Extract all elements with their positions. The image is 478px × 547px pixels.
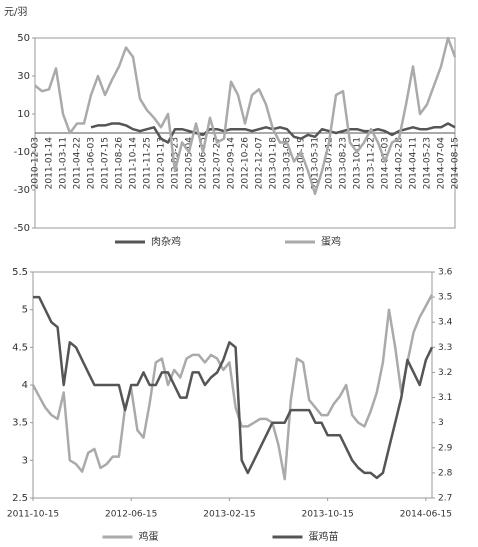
- legend-label: 蛋鸡: [321, 235, 341, 248]
- y-axis-label: 元/羽: [4, 6, 27, 18]
- series-line: [31, 294, 434, 481]
- y2-tick-label: 3.3: [438, 343, 452, 353]
- y2-tick-label: 3.6: [438, 268, 453, 278]
- x-tick-label: 2011-03-11: [59, 137, 69, 189]
- x-tick-label: 2013-08-23: [339, 137, 349, 189]
- series-line: [33, 295, 434, 480]
- x-tick-label: 2011-11-25: [143, 137, 153, 189]
- y2-tick-label: 3.1: [438, 393, 452, 403]
- y2-tick-label: 2.7: [438, 494, 452, 504]
- y-tick-label: 10: [17, 109, 30, 120]
- y-tick-label: 3: [22, 455, 28, 466]
- x-tick-label: 2013-03-08: [283, 137, 293, 190]
- y-tick-label: -10: [14, 147, 30, 158]
- x-tick-label: 2014-04-11: [409, 137, 419, 189]
- x-tick-label: 2013-07-12: [325, 137, 335, 189]
- legend-label: 肉杂鸡: [151, 235, 181, 248]
- legend-label: 蛋鸡苗: [309, 530, 339, 543]
- y-tick-label: -50: [14, 223, 30, 234]
- x-tick-label: 2011-01-14: [45, 137, 55, 190]
- x-tick-label: 2014-05-23: [423, 137, 433, 189]
- x-tick-label: 2013-05-31: [311, 137, 321, 189]
- legend-label: 鸡蛋: [139, 530, 159, 543]
- x-tick-label: 2014-07-04: [437, 137, 447, 190]
- x-tick-label: 2012-01-13: [157, 137, 167, 189]
- y2-tick-label: 3: [438, 418, 444, 428]
- x-tick-label: 2010-12-03: [31, 137, 41, 189]
- x-tick-label: 2012-07-27: [213, 137, 223, 189]
- x-tick-label: 2013-10-11: [353, 137, 363, 189]
- y-tick-label: 4: [22, 380, 28, 391]
- x-tick-label: 2011-08-26: [115, 137, 125, 190]
- y-tick-label: 30: [17, 71, 30, 82]
- x-tick-label: 2012-09-14: [227, 137, 237, 190]
- y2-tick-label: 3.4: [438, 318, 453, 328]
- x-tick-label: 2014-02-28: [395, 137, 405, 190]
- y-tick-label: -30: [14, 185, 30, 196]
- y-tick-label: 5: [22, 305, 28, 316]
- series-line: [34, 36, 457, 196]
- x-tick-label: 2013-04-19: [297, 137, 307, 190]
- y2-tick-label: 2.9: [438, 443, 453, 453]
- y-tick-label: 2.5: [12, 493, 28, 504]
- x-tick-label: 2011-07-15: [101, 137, 111, 189]
- x-tick-label: 2014-01-03: [381, 137, 391, 189]
- x-tick-label: 2012-10-26: [241, 137, 251, 190]
- x-tick-label: 2012-03-23: [171, 137, 181, 189]
- x-tick-label: 2011-04-22: [73, 137, 83, 189]
- x-tick-label: 2014-08-15: [451, 137, 461, 189]
- x-tick-label: 2013-10-15: [301, 510, 353, 520]
- x-tick-label: 2013-11-22: [367, 137, 377, 189]
- x-tick-label: 2014-06-15: [400, 510, 452, 520]
- x-tick-label: 2011-10-15: [7, 510, 59, 520]
- x-tick-label: 2011-10-14: [129, 137, 139, 190]
- y-tick-label: 50: [17, 33, 30, 44]
- x-tick-label: 2012-12-07: [255, 137, 265, 189]
- x-tick-label: 2013-02-15: [203, 510, 255, 520]
- x-tick-label: 2012-05-04: [185, 137, 195, 190]
- x-tick-label: 2012-06-15: [199, 137, 209, 189]
- x-tick-label: 2013-01-18: [269, 137, 279, 190]
- y2-tick-label: 3.2: [438, 368, 452, 378]
- y-tick-label: 5.5: [12, 267, 28, 278]
- x-tick-label: 2012-06-15: [105, 510, 157, 520]
- y2-tick-label: 2.8: [438, 468, 453, 478]
- y2-tick-label: 3.5: [438, 293, 452, 303]
- y-tick-label: 3.5: [12, 418, 28, 429]
- y-tick-label: 4.5: [12, 342, 28, 353]
- x-tick-label: 2011-06-03: [87, 137, 97, 189]
